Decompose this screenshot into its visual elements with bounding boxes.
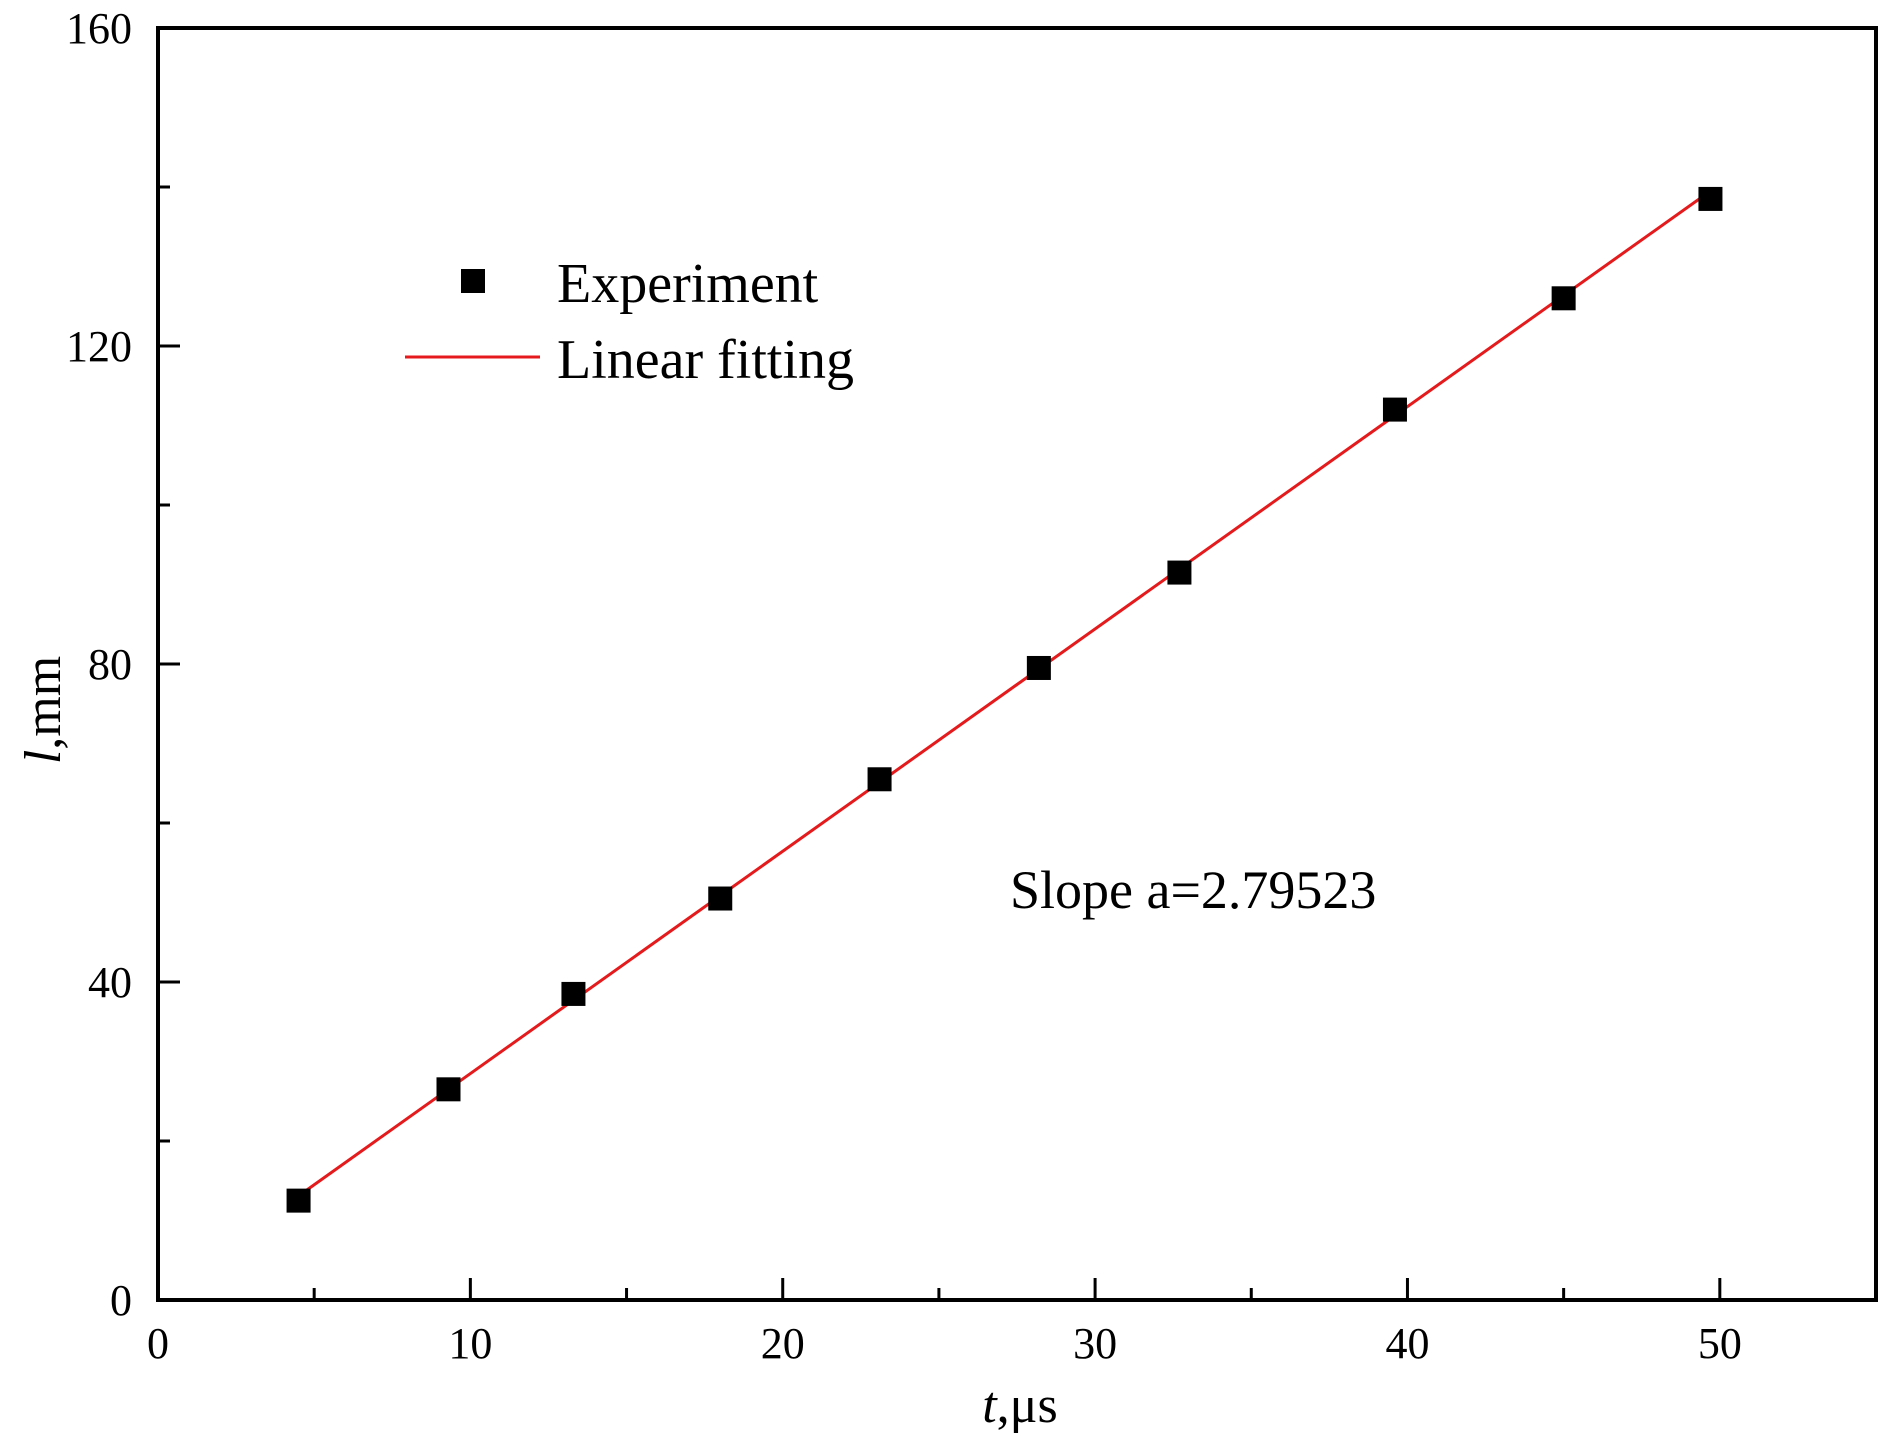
y-tick-label: 160: [66, 4, 132, 53]
x-axis-unit: ,μs: [997, 1377, 1058, 1434]
x-tick-label: 10: [448, 1319, 492, 1368]
x-axis-title: t,μs: [982, 1377, 1058, 1434]
legend-marker-experiment: [461, 269, 485, 293]
x-tick-label: 0: [147, 1319, 169, 1368]
y-axis-unit: ,mm: [15, 656, 72, 750]
data-point: [436, 1077, 461, 1102]
legend-label-linear-fitting: Linear fitting: [557, 329, 854, 391]
slope-annotation: Slope a=2.79523: [1010, 860, 1376, 920]
y-tick-label: 0: [110, 1276, 132, 1325]
y-axis-ticks: 0 40 80 120 160: [66, 4, 180, 1325]
x-tick-label: 40: [1385, 1319, 1429, 1368]
y-tick-label: 120: [66, 322, 132, 371]
y-tick-label: 40: [88, 958, 132, 1007]
y-tick-label: 80: [88, 640, 132, 689]
x-axis-ticks: 0 10 20 30 40 50: [147, 1278, 1742, 1368]
x-tick-label: 50: [1698, 1319, 1742, 1368]
data-point: [286, 1188, 311, 1213]
y-axis-title: l,mm: [15, 656, 72, 764]
data-point: [1382, 397, 1407, 422]
fit-line: [297, 189, 1712, 1198]
fit-line-layer: [297, 189, 1712, 1198]
x-tick-label: 20: [761, 1319, 805, 1368]
data-point: [867, 767, 892, 792]
data-point: [1167, 560, 1192, 585]
plot-frame: [156, 26, 1878, 1302]
x-tick-label: 30: [1073, 1319, 1117, 1368]
y-axis-var: l: [15, 750, 72, 764]
data-point: [1026, 655, 1051, 680]
x-axis-var: t: [982, 1377, 998, 1434]
data-point: [1551, 286, 1576, 311]
data-point: [561, 981, 586, 1006]
data-point: [1698, 186, 1723, 211]
legend-label-experiment: Experiment: [557, 253, 819, 315]
data-point: [708, 886, 733, 911]
experiment-points: [286, 186, 1723, 1213]
legend: Experiment Linear fitting: [405, 253, 854, 391]
